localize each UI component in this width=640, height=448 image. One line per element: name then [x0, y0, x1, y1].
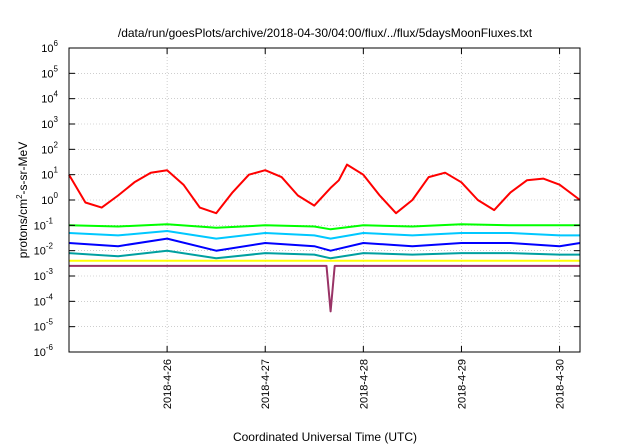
y-tick-label-base: 10: [34, 220, 46, 232]
y-tick-label: 10-5: [34, 318, 54, 334]
y-tick-label-base: 10: [41, 68, 53, 80]
x-tick-label: 2018-4-27: [260, 359, 272, 409]
y-tick-label-exp: 0: [54, 191, 59, 200]
x-tick-label: 2018-4-26: [162, 359, 174, 409]
y-tick-label-exp: -2: [46, 242, 54, 251]
y-axis-ticks: 10-610-510-410-310-210-11001011021031041…: [34, 39, 580, 359]
y-tick-label-base: 10: [41, 119, 53, 131]
y-tick-label: 10-6: [34, 343, 54, 359]
y-tick-label: 102: [41, 140, 58, 156]
y-tick-label-exp: 1: [54, 166, 59, 175]
x-tick-label: 2018-4-29: [456, 359, 468, 409]
y-tick-label-exp: -6: [46, 343, 54, 352]
x-axis-title: Coordinated Universal Time (UTC): [233, 430, 417, 444]
y-axis-title-main: protons/cm: [16, 199, 30, 258]
y-tick-label-base: 10: [34, 296, 46, 308]
x-axis-ticks: 2018-4-26 2018-4-27 2018-4-28 2018-4-29 2018…: [162, 48, 567, 409]
series-line: [69, 264, 580, 313]
y-tick-label-exp: 6: [54, 39, 59, 48]
grid: [69, 48, 580, 352]
y-tick-label-exp: 2: [54, 140, 59, 149]
series-line: [68, 249, 580, 260]
y-axis-title-sup: 2: [15, 194, 24, 199]
y-tick-label: 101: [41, 166, 58, 182]
y-tick-label-base: 10: [41, 195, 53, 207]
y-tick-label-base: 10: [41, 170, 53, 182]
y-tick-label-exp: 3: [54, 115, 59, 124]
y-tick-label-exp: -3: [46, 267, 54, 276]
series-layer: [68, 163, 581, 313]
y-tick-label: 10-1: [34, 216, 54, 232]
y-axis-title-rest: -s-sr-MeV: [16, 142, 30, 195]
y-tick-label-exp: -1: [46, 216, 54, 225]
chart-title: /data/run/goesPlots/archive/2018-04-30/0…: [118, 26, 533, 40]
y-tick-label-exp: -5: [46, 318, 54, 327]
y-tick-label-base: 10: [34, 347, 46, 359]
y-tick-label-exp: 5: [54, 64, 59, 73]
y-tick-label: 105: [41, 64, 58, 80]
series-line: [68, 230, 580, 240]
y-axis-title: protons/cm2-s-sr-MeV: [15, 142, 30, 258]
x-tick-label: 2018-4-30: [555, 359, 567, 409]
y-tick-label-base: 10: [34, 271, 46, 283]
y-tick-label-base: 10: [41, 144, 53, 156]
y-tick-label: 106: [41, 39, 58, 55]
y-tick-label-base: 10: [34, 322, 46, 334]
y-tick-label-base: 10: [34, 246, 46, 258]
series-line: [68, 237, 581, 252]
series-line: [68, 163, 581, 215]
y-tick-label: 10-4: [34, 292, 54, 308]
x-tick-label: 2018-4-28: [358, 359, 370, 409]
y-tick-label-base: 10: [41, 94, 53, 106]
y-tick-label: 100: [41, 191, 58, 207]
y-tick-label-exp: -4: [46, 292, 54, 301]
y-tick-label: 103: [41, 115, 58, 131]
y-tick-label: 10-3: [34, 267, 54, 283]
y-tick-label-exp: 4: [54, 90, 59, 99]
y-tick-label: 10-2: [34, 242, 54, 258]
y-tick-label-base: 10: [41, 43, 53, 55]
series-line: [68, 223, 580, 231]
y-tick-label: 104: [41, 90, 58, 106]
